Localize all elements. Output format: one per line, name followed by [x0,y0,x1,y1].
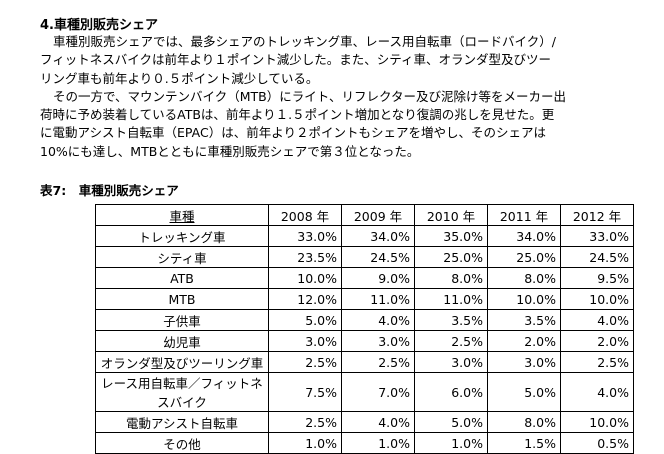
cell: 24.5% [341,246,415,268]
row-label: 電動アシスト自転車 [95,411,269,433]
cell: 1.0% [341,432,415,454]
cell: 10.0% [560,411,634,433]
text-line: 荷時に予め装着しているATBは、前年より１.５ポイント増加となり復調の兆しを見せ… [40,107,555,123]
table-row: 電動アシスト自転車 2.5% 4.0% 5.0% 8.0% 10.0% [95,411,634,433]
text-line: フィットネスバイクは前年より１ポイント減少した。また、シティ車、オランダ型及びツ… [40,52,552,68]
cell: 4.0% [560,309,634,331]
table-row: ATB 10.0% 9.0% 8.0% 8.0% 9.5% [95,267,634,289]
table-row: 子供車 5.0% 4.0% 3.5% 3.5% 4.0% [95,309,634,331]
table-row: シティ車 23.5% 24.5% 25.0% 25.0% 24.5% [95,246,634,268]
cell: 2.0% [560,330,634,352]
cell: 4.0% [560,372,634,412]
cell: 9.5% [560,267,634,289]
share-table: 車種 2008 年 2009 年 2010 年 2011 年 2012 年トレッキング車 3… [95,204,634,454]
cell: 3.0% [268,330,342,352]
cell: 12.0% [268,288,342,310]
column-header: 2009 年 [341,204,415,226]
table-row: MTB 12.0% 11.0% 11.0% 10.0% 10.0% [95,288,634,310]
cell: 7.0% [341,372,415,412]
table-row: レース用自転車／フィットネスバイク 7.5% 7.0% 6.0% 5.0% 4.0% [95,372,634,412]
cell: 1.0% [268,432,342,454]
table-caption: 表7: 車種別販売シェア [40,183,179,198]
cell: 8.0% [487,411,561,433]
cell: 1.0% [414,432,488,454]
text-line: に電動アシスト自転車（EPAC）は、前年より２ポイントもシェアを増やし、そのシェ… [40,125,546,141]
row-label: シティ車 [95,246,269,268]
cell: 2.5% [414,330,488,352]
row-label: ATB [95,267,269,289]
table-row: トレッキング車 33.0% 34.0% 35.0% 34.0% 33.0% [95,225,634,247]
text-line: リング車も前年より０.５ポイント減少している。 [40,70,319,86]
row-label: 子供車 [95,309,269,331]
cell: 33.0% [268,225,342,247]
header-row: 車種 2008 年 2009 年 2010 年 2011 年 2012 年 [95,204,634,226]
cell: 11.0% [414,288,488,310]
cell: 10.0% [560,288,634,310]
cell: 2.5% [341,351,415,373]
cell: 25.0% [487,246,561,268]
cell: 3.0% [487,351,561,373]
cell: 24.5% [560,246,634,268]
cell: 7.5% [268,372,342,412]
table-row: オランダ型及びツーリング車 2.5% 2.5% 3.0% 3.0% 2.5% [95,351,634,373]
column-header: 2008 年 [268,204,342,226]
row-label: レース用自転車／フィットネスバイク [95,372,269,412]
body-text: 車種別販売シェアでは、最多シェアのトレッキング車、レース用自転車（ロードバイク）… [40,33,650,161]
cell: 10.0% [268,267,342,289]
cell: 11.0% [341,288,415,310]
cell: 1.5% [487,432,561,454]
table-body: トレッキング車 33.0% 34.0% 35.0% 34.0% 33.0% シティ車 23.5… [95,225,634,454]
cell: 3.0% [341,330,415,352]
cell: 3.5% [487,309,561,331]
cell: 35.0% [414,225,488,247]
cell: 33.0% [560,225,634,247]
row-label: 幼児車 [95,330,269,352]
cell: 23.5% [268,246,342,268]
cell: 4.0% [341,309,415,331]
cell: 34.0% [341,225,415,247]
cell: 10.0% [487,288,561,310]
text-line: その一方で、マウンテンバイク（MTB）にライト、リフレクター及び泥除け等をメーカ… [53,88,566,104]
row-label: オランダ型及びツーリング車 [95,351,269,373]
cell: 5.0% [487,372,561,412]
cell: 6.0% [414,372,488,412]
section-heading: 4.車種別販売シェア [40,18,158,33]
cell: 3.0% [414,351,488,373]
cell: 3.5% [414,309,488,331]
row-label: MTB [95,288,269,310]
cell: 5.0% [414,411,488,433]
column-header: 2010 年 [414,204,488,226]
column-header: 車種 [95,204,269,226]
cell: 2.5% [268,411,342,433]
cell: 2.0% [487,330,561,352]
table-row: 幼児車 3.0% 3.0% 2.5% 2.0% 2.0% [95,330,634,352]
cell: 8.0% [414,267,488,289]
cell: 9.0% [341,267,415,289]
row-label: その他 [95,432,269,454]
column-header: 2011 年 [487,204,561,226]
cell: 25.0% [414,246,488,268]
cell: 0.5% [560,432,634,454]
cell: 8.0% [487,267,561,289]
cell: 2.5% [560,351,634,373]
cell: 4.0% [341,411,415,433]
table-row: その他 1.0% 1.0% 1.0% 1.5% 0.5% [95,432,634,454]
cell: 34.0% [487,225,561,247]
column-header: 2012 年 [560,204,634,226]
cell: 5.0% [268,309,342,331]
text-line: 10%にも達し、MTBとともに車種別販売シェアで第３位となった。 [40,143,420,159]
cell: 2.5% [268,351,342,373]
text-line: 車種別販売シェアでは、最多シェアのトレッキング車、レース用自転車（ロードバイク）… [53,34,556,49]
row-label: トレッキング車 [95,225,269,247]
